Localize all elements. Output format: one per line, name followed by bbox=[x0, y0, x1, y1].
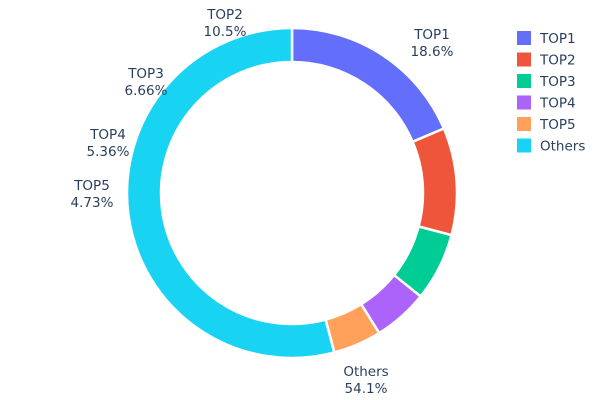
slice-label-top1-name: TOP1 bbox=[413, 27, 450, 43]
slice-label-top2-name: TOP2 bbox=[206, 7, 243, 23]
slice-label-top1-percent: 18.6% bbox=[411, 44, 454, 60]
donut-slices-group bbox=[125, 26, 459, 360]
slice-label-top3-percent: 6.66% bbox=[125, 83, 168, 99]
legend-label: TOP4 bbox=[539, 96, 576, 112]
legend-label: Others bbox=[540, 139, 585, 155]
slice-label-top2-percent: 10.5% bbox=[204, 24, 247, 40]
slice-label-top5: TOP5 4.73% bbox=[71, 178, 114, 211]
slice-label-others-percent: 54.1% bbox=[345, 381, 388, 397]
slice-label-top3: TOP3 6.66% bbox=[125, 66, 168, 99]
legend-item-top5[interactable]: TOP5 bbox=[517, 117, 576, 133]
legend-label: TOP2 bbox=[539, 53, 576, 69]
slice-label-top4: TOP4 5.36% bbox=[87, 127, 130, 160]
slice-label-top5-name: TOP5 bbox=[73, 178, 110, 194]
legend-label: TOP3 bbox=[539, 74, 576, 90]
slice-label-top2: TOP2 10.5% bbox=[204, 7, 247, 40]
slice-label-top1: TOP1 18.6% bbox=[411, 27, 454, 60]
donut-slice-others[interactable] bbox=[125, 26, 336, 360]
slice-labels-group: TOP1 18.6% TOP2 10.5% TOP3 6.66% TOP4 5.… bbox=[71, 7, 454, 397]
legend-label: TOP5 bbox=[539, 117, 576, 133]
legend-item-others[interactable]: Others bbox=[517, 138, 585, 155]
slice-label-others: Others 54.1% bbox=[343, 364, 388, 397]
legend-swatch-icon bbox=[517, 138, 531, 153]
legend-item-top4[interactable]: TOP4 bbox=[517, 95, 576, 112]
legend-swatch-icon bbox=[517, 52, 531, 67]
slice-label-top4-name: TOP4 bbox=[89, 127, 126, 143]
legend-item-top1[interactable]: TOP1 bbox=[517, 31, 576, 47]
legend-swatch-icon bbox=[517, 95, 531, 110]
slice-label-top4-percent: 5.36% bbox=[87, 144, 130, 160]
legend-swatch-icon bbox=[517, 117, 531, 131]
legend-item-top2[interactable]: TOP2 bbox=[517, 52, 576, 69]
slice-label-others-name: Others bbox=[343, 364, 388, 380]
legend-swatch-icon bbox=[517, 74, 531, 88]
legend-label: TOP1 bbox=[539, 31, 576, 47]
chart-legend[interactable]: TOP1 TOP2 TOP3 TOP4 TOP5 Others bbox=[517, 31, 585, 155]
legend-item-top3[interactable]: TOP3 bbox=[517, 74, 576, 90]
slice-label-top5-percent: 4.73% bbox=[71, 195, 114, 211]
legend-swatch-icon bbox=[517, 31, 531, 45]
slice-label-top3-name: TOP3 bbox=[127, 66, 164, 82]
